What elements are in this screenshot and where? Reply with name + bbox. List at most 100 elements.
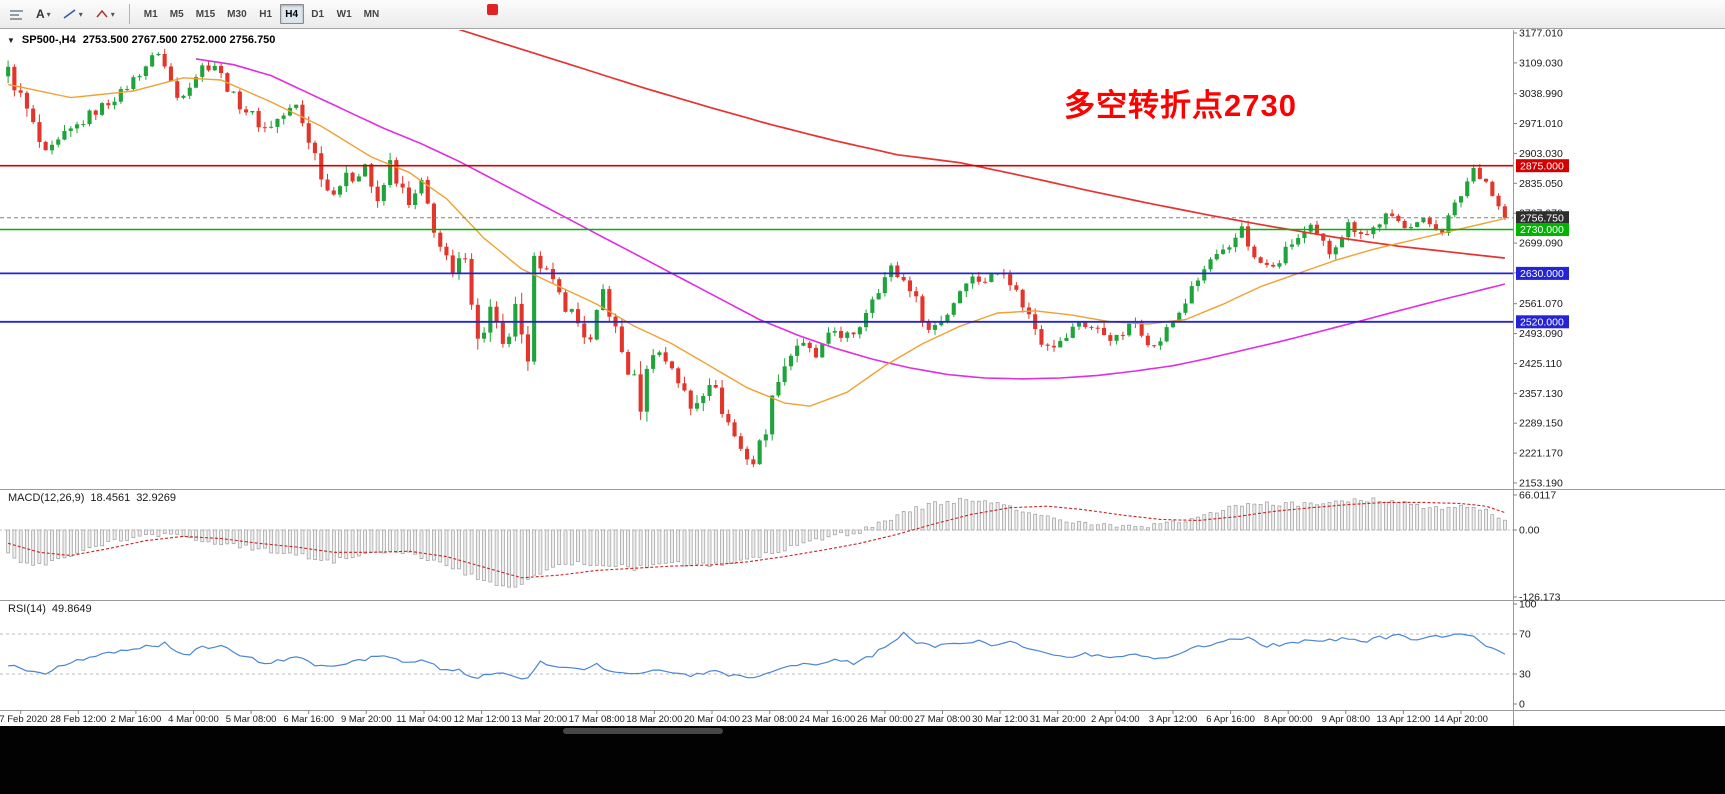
svg-text:20 Mar 04:00: 20 Mar 04:00: [684, 714, 740, 725]
bottom-strip-fragment: [563, 728, 723, 734]
macd-name: MACD(12,26,9): [8, 492, 85, 504]
macd-axis: 66.0117 0.00 -126.173: [1513, 490, 1561, 604]
svg-text:17 Mar 08:00: 17 Mar 08:00: [569, 714, 625, 725]
timeframe-button-m30[interactable]: M30: [222, 4, 251, 24]
toolbar-red-marker: [487, 4, 498, 15]
svg-text:0: 0: [1519, 699, 1525, 711]
svg-text:26 Mar 00:00: 26 Mar 00:00: [857, 714, 913, 725]
timeframe-button-m15[interactable]: M15: [191, 4, 220, 24]
price-level-line-2756.750[interactable]: 2756.750: [0, 211, 1569, 224]
svg-text:2903.030: 2903.030: [1519, 148, 1563, 160]
svg-text:23 Mar 08:00: 23 Mar 08:00: [742, 714, 798, 725]
svg-text:3038.990: 3038.990: [1519, 88, 1563, 100]
svg-text:30: 30: [1519, 669, 1531, 681]
svg-text:2425.110: 2425.110: [1519, 358, 1562, 370]
svg-text:-126.173: -126.173: [1519, 592, 1561, 604]
svg-text:2730.000: 2730.000: [1520, 224, 1564, 236]
toolbar-separator: [128, 4, 130, 24]
macd-main-value: 18.4561: [90, 492, 131, 504]
chart-ohlc-values: 2753.500 2767.500 2752.000 2756.750: [82, 34, 276, 46]
svg-text:2153.190: 2153.190: [1519, 478, 1563, 490]
svg-text:13 Mar 20:00: 13 Mar 20:00: [511, 714, 567, 725]
svg-text:9 Mar 20:00: 9 Mar 20:00: [341, 714, 392, 725]
text-tool-button[interactable]: A ▾: [31, 3, 56, 25]
svg-text:3109.030: 3109.030: [1519, 57, 1563, 69]
chevron-down-icon: ▾: [78, 9, 83, 19]
chart-title: ▼ SP500-,H4 2753.500 2767.500 2752.000 2…: [7, 34, 275, 46]
svg-text:2561.070: 2561.070: [1519, 298, 1563, 310]
macd-histogram: [6, 497, 1507, 588]
svg-text:2971.010: 2971.010: [1519, 118, 1563, 130]
svg-text:14 Apr 20:00: 14 Apr 20:00: [1434, 714, 1488, 725]
price-level-line-2630.000[interactable]: 2630.000: [0, 266, 1569, 280]
svg-text:66.0117: 66.0117: [1519, 490, 1556, 502]
svg-text:70: 70: [1519, 629, 1531, 641]
svg-text:30 Mar 12:00: 30 Mar 12:00: [972, 714, 1028, 725]
svg-text:2520.000: 2520.000: [1520, 316, 1564, 328]
svg-text:0.00: 0.00: [1519, 525, 1540, 537]
macd-signal-value: 32.9269: [136, 492, 176, 504]
svg-text:2699.090: 2699.090: [1519, 238, 1563, 250]
ma-slow-magenta-line: [195, 58, 1506, 380]
timeframe-button-h4[interactable]: H4: [279, 4, 304, 24]
timeframe-button-m5[interactable]: M5: [165, 4, 189, 24]
price-tag: [1516, 315, 1569, 329]
svg-text:27 Mar 08:00: 27 Mar 08:00: [915, 714, 971, 725]
price-tag: [1516, 223, 1569, 236]
svg-text:2493.090: 2493.090: [1519, 328, 1563, 340]
svg-text:28 Feb 12:00: 28 Feb 12:00: [50, 714, 106, 725]
arrows-tool-button[interactable]: ▾: [90, 3, 120, 25]
timeframe-button-h1[interactable]: H1: [254, 4, 278, 24]
svg-text:3177.010: 3177.010: [1519, 28, 1563, 40]
price-tag: [1516, 211, 1569, 225]
main-chart-plot: [6, 30, 1507, 468]
timeframe-button-mn[interactable]: MN: [359, 4, 385, 24]
chevron-down-icon: ▾: [46, 9, 51, 19]
svg-text:9 Apr 08:00: 9 Apr 08:00: [1321, 714, 1370, 725]
ma-fast-orange-line: [7, 77, 1506, 407]
svg-text:2221.170: 2221.170: [1519, 448, 1563, 460]
svg-text:5 Mar 08:00: 5 Mar 08:00: [226, 714, 277, 725]
svg-text:18 Mar 20:00: 18 Mar 20:00: [626, 714, 682, 725]
trendline-tool-button[interactable]: ▾: [58, 3, 88, 25]
svg-text:2835.050: 2835.050: [1519, 178, 1563, 190]
price-level-line-2730.000[interactable]: 2730.000: [0, 223, 1569, 236]
svg-text:100: 100: [1519, 599, 1537, 611]
rsi-name: RSI(14): [8, 603, 46, 615]
price-level-line-2875.000[interactable]: 2875.000: [0, 159, 1569, 172]
svg-text:2756.750: 2756.750: [1520, 212, 1564, 224]
svg-text:2 Mar 16:00: 2 Mar 16:00: [111, 714, 162, 725]
ma-long-red-line: [458, 30, 1505, 259]
macd-indicator-label: MACD(12,26,9) 18.4561 32.9269: [8, 492, 176, 504]
svg-text:27 Feb 2020: 27 Feb 2020: [0, 714, 47, 725]
arrows-icon: [96, 9, 108, 18]
text-tool-label: A: [36, 7, 45, 21]
price-tag: [1516, 266, 1569, 280]
svg-text:3 Apr 12:00: 3 Apr 12:00: [1149, 714, 1198, 725]
svg-text:2289.150: 2289.150: [1519, 418, 1563, 430]
price-tag: [1516, 159, 1569, 173]
svg-text:24 Mar 16:00: 24 Mar 16:00: [799, 714, 855, 725]
svg-text:13 Apr 12:00: 13 Apr 12:00: [1376, 714, 1430, 725]
trendline-icon: [63, 9, 76, 19]
chart-annotation-text: 多空转折点2730: [1064, 88, 1297, 123]
timeframe-button-m1[interactable]: M1: [139, 4, 163, 24]
toolbar: A ▾ ▾ ▾ M1 M5 M15 M30 H1 H4 D1 W1 MN: [0, 0, 1725, 29]
rsi-axis: 100 70 30 0: [1513, 599, 1537, 711]
chart-symbol-period: SP500-,H4: [21, 34, 76, 46]
svg-text:2630.000: 2630.000: [1520, 268, 1564, 280]
svg-text:4 Mar 00:00: 4 Mar 00:00: [168, 714, 219, 725]
bottom-black-strip: [0, 726, 1725, 794]
svg-text:6 Mar 16:00: 6 Mar 16:00: [283, 714, 334, 725]
svg-text:12 Mar 12:00: 12 Mar 12:00: [454, 714, 510, 725]
price-level-line-2520.000[interactable]: 2520.000: [0, 315, 1569, 328]
chevron-down-icon: ▾: [110, 9, 115, 19]
symbol-dropdown-icon[interactable]: ▼: [7, 35, 15, 45]
line-studies-tool-button[interactable]: [4, 3, 29, 25]
timeframe-button-w1[interactable]: W1: [332, 4, 357, 24]
svg-text:11 Mar 04:00: 11 Mar 04:00: [396, 714, 451, 725]
timeframe-button-d1[interactable]: D1: [306, 4, 330, 24]
svg-text:8 Apr 00:00: 8 Apr 00:00: [1264, 714, 1313, 725]
svg-text:6 Apr 16:00: 6 Apr 16:00: [1206, 714, 1255, 725]
